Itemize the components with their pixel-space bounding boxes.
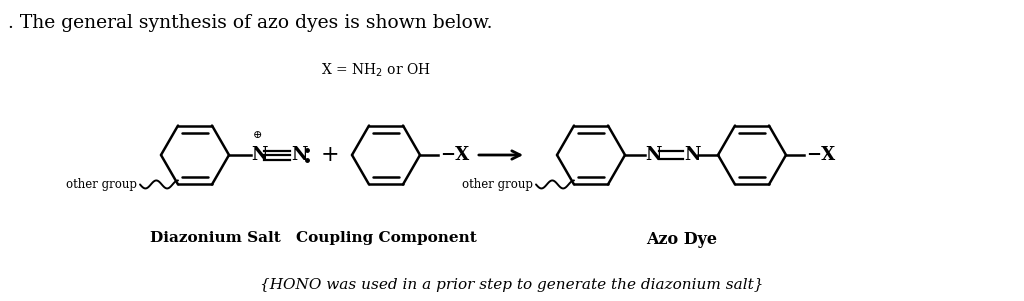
Text: X = NH$_2$ or OH: X = NH$_2$ or OH [322, 62, 431, 79]
Text: Diazonium Salt: Diazonium Salt [150, 231, 281, 245]
Text: other group: other group [462, 178, 534, 191]
Text: ⊕: ⊕ [252, 130, 262, 140]
Text: . The general synthesis of azo dyes is shown below.: . The general synthesis of azo dyes is s… [8, 14, 493, 32]
Text: +: + [321, 144, 340, 166]
Text: {HONO was used in a prior step to generate the diazonium salt}: {HONO was used in a prior step to genera… [260, 278, 764, 292]
Text: Coupling Component: Coupling Component [296, 231, 476, 245]
Text: Azo Dye: Azo Dye [646, 231, 717, 248]
Text: N: N [645, 146, 662, 164]
Text: N: N [684, 146, 700, 164]
Text: −X: −X [806, 146, 836, 164]
Text: other group: other group [66, 178, 137, 191]
Text: −X: −X [440, 146, 469, 164]
Text: N: N [291, 146, 307, 164]
Text: N: N [251, 146, 267, 164]
